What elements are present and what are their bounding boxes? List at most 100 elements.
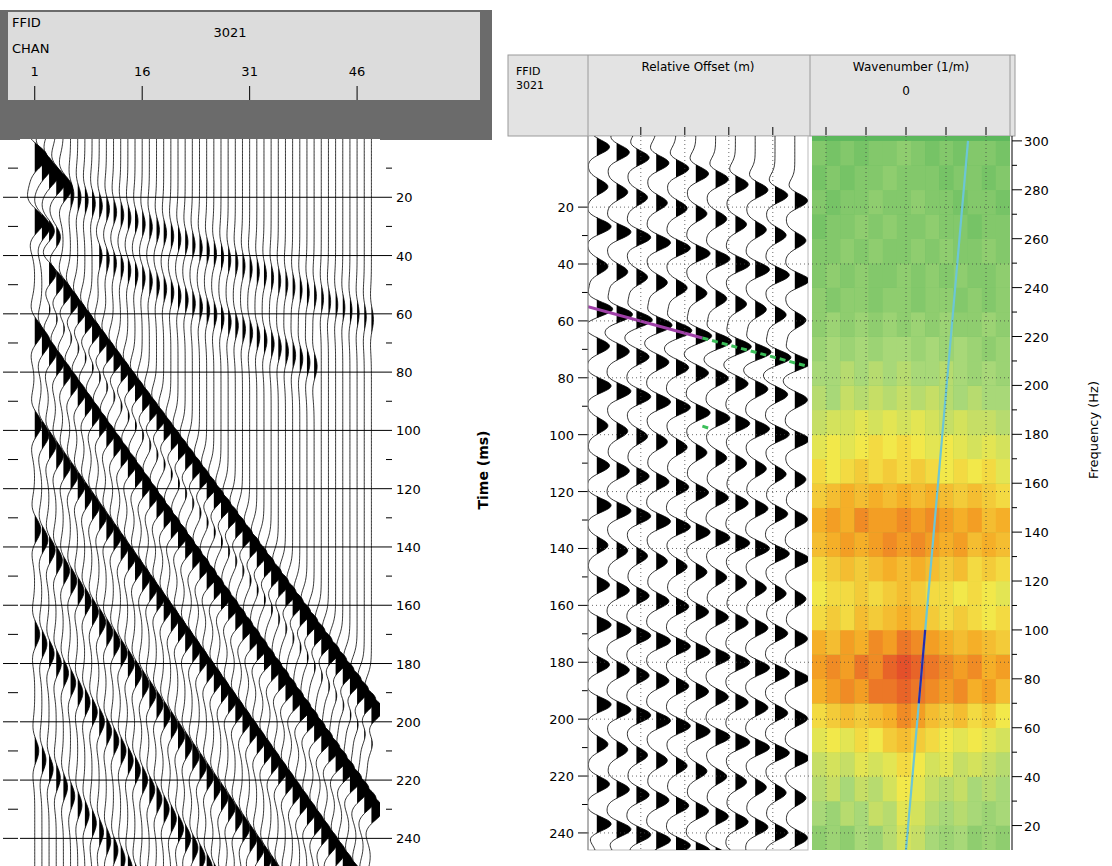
trace — [86, 139, 100, 866]
tick — [1012, 678, 1022, 679]
traces — [588, 136, 808, 850]
cell — [911, 288, 926, 313]
cell — [854, 434, 869, 459]
cell — [869, 288, 884, 313]
minor-tick — [386, 634, 392, 635]
trace-fill — [314, 139, 325, 866]
cell — [996, 508, 1010, 533]
cell — [897, 263, 912, 288]
minor-tick — [1012, 752, 1017, 753]
tick — [1012, 140, 1022, 141]
minor-tick — [582, 349, 588, 350]
cell — [968, 214, 983, 239]
cell — [939, 141, 954, 166]
tick — [3, 197, 18, 198]
grid-line — [588, 264, 1010, 265]
cell — [826, 532, 840, 557]
cell — [953, 459, 968, 484]
minor-tick — [582, 576, 588, 577]
cell — [968, 434, 983, 459]
cell — [939, 483, 954, 508]
cell — [883, 263, 897, 288]
grid — [588, 136, 1010, 850]
cell — [883, 630, 897, 655]
cell — [826, 581, 840, 606]
chart: FFID3021CHAN1163146204060801001201401601… — [0, 0, 1112, 866]
x-axis-title: CHAN — [12, 41, 49, 56]
tick-label: 300 — [1024, 134, 1049, 149]
trace-line — [763, 136, 790, 850]
minor-tick — [8, 634, 18, 635]
cell — [953, 654, 968, 679]
cell — [840, 263, 855, 288]
cell — [869, 312, 884, 337]
cell — [982, 605, 996, 630]
cell — [812, 312, 827, 337]
cell — [925, 141, 939, 166]
tick — [578, 719, 588, 720]
trace-line — [308, 139, 325, 866]
tick-label: 120 — [396, 482, 421, 497]
cell — [982, 239, 996, 264]
cell — [883, 532, 897, 557]
minor-tick — [386, 576, 392, 577]
cell — [869, 434, 884, 459]
cell — [869, 728, 884, 753]
tick — [1012, 825, 1022, 826]
grid-line — [772, 136, 773, 850]
heatmap — [812, 136, 1010, 850]
tick — [578, 605, 588, 606]
cell — [953, 434, 968, 459]
cell — [968, 288, 983, 313]
tick — [578, 377, 588, 378]
grid-line — [640, 136, 641, 850]
tick — [1012, 189, 1022, 190]
grid-line — [20, 488, 392, 489]
cell — [883, 434, 897, 459]
tick — [578, 832, 588, 833]
cell — [953, 679, 968, 704]
minor-tick — [1012, 165, 1017, 166]
cell — [996, 263, 1010, 288]
trace-line — [287, 139, 304, 866]
minor-tick — [8, 459, 18, 460]
cell — [968, 581, 983, 606]
cell — [854, 654, 869, 679]
grid-line — [588, 776, 1010, 777]
trace-line — [122, 139, 137, 866]
tick — [578, 662, 588, 663]
cell — [897, 777, 912, 802]
cell — [911, 337, 926, 362]
cell — [982, 337, 996, 362]
cell — [883, 508, 897, 533]
cell — [840, 288, 855, 313]
tick — [826, 127, 827, 135]
cell — [925, 410, 939, 435]
tick — [142, 86, 143, 100]
cell — [925, 239, 939, 264]
cell — [982, 679, 996, 704]
cell — [996, 532, 1010, 557]
cell — [925, 312, 939, 337]
minor-tick — [1012, 214, 1017, 215]
grid-line — [684, 136, 685, 850]
trace-line — [143, 139, 159, 866]
cell — [883, 483, 897, 508]
trace-line — [72, 139, 86, 866]
trace-line — [93, 139, 107, 866]
minor-tick — [386, 168, 392, 169]
title: 3021 — [516, 79, 544, 92]
cell — [854, 483, 869, 508]
trace-fill — [364, 139, 376, 866]
cell — [854, 288, 869, 313]
cell — [968, 483, 983, 508]
cell — [812, 190, 827, 215]
cell — [982, 141, 996, 166]
trace-fill — [56, 139, 66, 866]
cell — [826, 312, 840, 337]
axis-line — [1012, 136, 1013, 850]
cell — [826, 508, 840, 533]
cell — [982, 703, 996, 728]
tick-label: 180 — [396, 657, 421, 672]
cell — [911, 141, 926, 166]
